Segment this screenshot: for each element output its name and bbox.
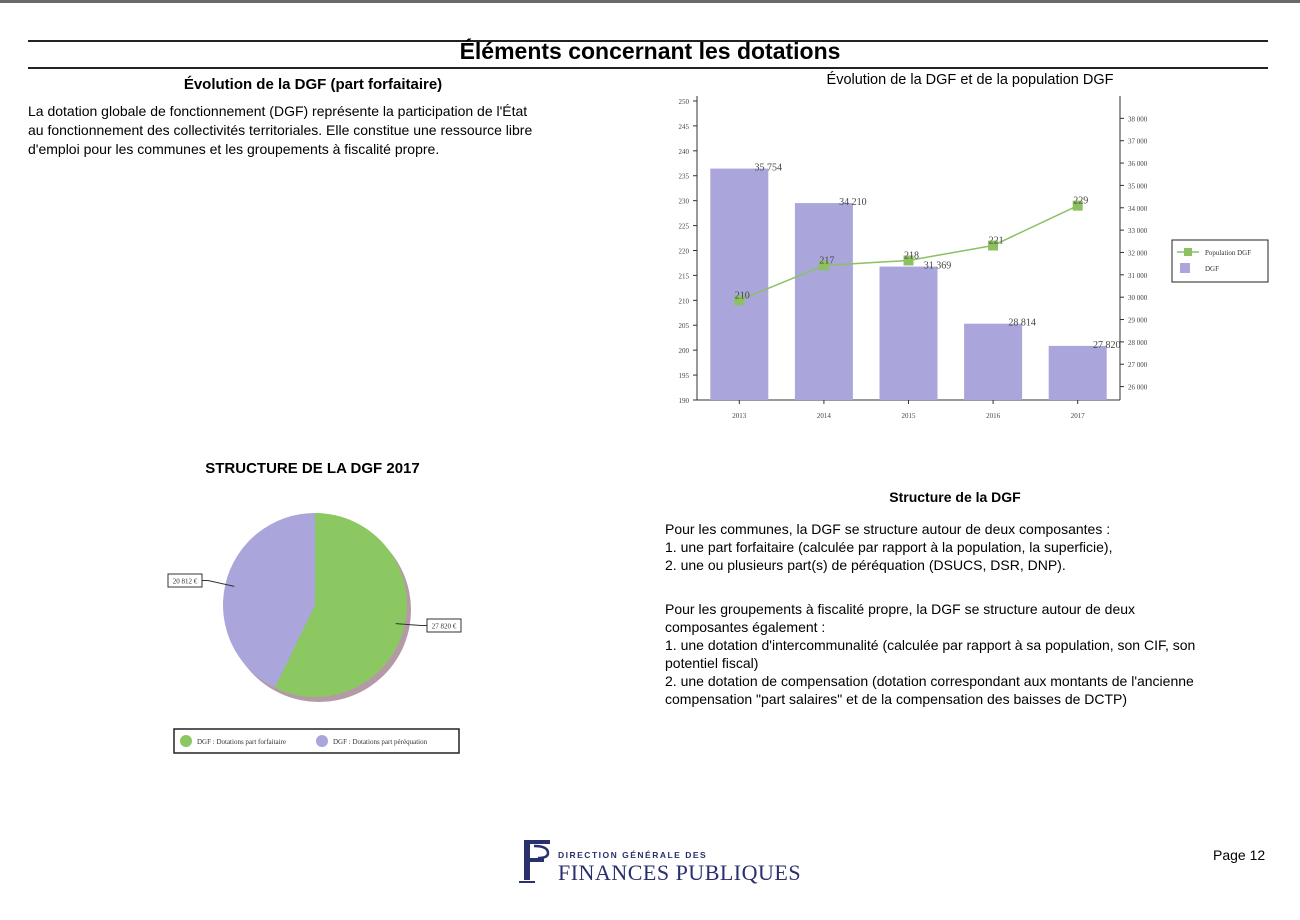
bar-data-label: 31 369 — [924, 261, 952, 272]
x-tick-label: 2015 — [902, 412, 917, 420]
dgf-evolution-heading: Évolution de la DGF (part forfaitaire) — [183, 76, 443, 93]
legend-label: Population DGF — [1205, 249, 1251, 257]
dgf-bar — [879, 266, 938, 400]
right-tick-label: 30 000 — [1128, 294, 1148, 302]
right-tick-label: 35 000 — [1128, 182, 1148, 190]
line-data-label: 217 — [819, 255, 834, 266]
paragraph-line: 2. une ou plusieurs part(s) de péréquati… — [665, 557, 1066, 573]
legend-marker-swatch — [1184, 248, 1192, 256]
paragraph-line: 2. une dotation de compensation (dotatio… — [665, 673, 1194, 689]
dgf-structure-pie-chart: 27 820 € 20 812 € DGF : Dotations part for… — [167, 513, 462, 754]
pie-legend: DGF : Dotations part forfaitaire DGF : Do… — [173, 728, 460, 754]
pie-label-box — [426, 618, 462, 633]
paragraph-line: 1. une dotation d'intercommunalité (calc… — [665, 637, 1196, 653]
population-marker — [1072, 200, 1083, 211]
dgf-bar — [710, 168, 769, 400]
pie-label-leader — [202, 580, 235, 587]
bar-data-label: 35 754 — [755, 163, 783, 174]
left-tick-label: 245 — [679, 123, 690, 131]
legend-label: DGF — [1205, 265, 1219, 273]
legend-swatch-purple — [316, 735, 328, 747]
right-tick-label: 37 000 — [1128, 138, 1148, 146]
paragraph-line: Pour les communes, la DGF se structure a… — [665, 521, 1111, 537]
groupements-paragraph: Pour les groupements à fiscalité propre,… — [665, 600, 1265, 708]
page-title: Éléments concernant les dotations — [459, 38, 841, 64]
left-tick-label: 235 — [679, 173, 690, 181]
x-tick-label: 2017 — [1071, 412, 1086, 420]
paragraph-line: composantes également : — [665, 619, 826, 635]
dgfip-logo — [519, 840, 550, 883]
right-tick-label: 28 000 — [1128, 339, 1148, 347]
paragraph-line: 1. une part forfaitaire (calculée par ra… — [665, 539, 1113, 555]
dgf-bar — [964, 323, 1023, 400]
right-tick-label: 36 000 — [1128, 160, 1148, 168]
pie-slice — [274, 513, 407, 698]
left-tick-label: 210 — [679, 297, 690, 305]
line-data-label: 229 — [1073, 196, 1088, 207]
right-tick-label: 31 000 — [1128, 272, 1148, 280]
paragraph-line: potentiel fiscal) — [665, 655, 759, 671]
bar-data-label: 28 814 — [1008, 318, 1036, 329]
left-tick-label: 250 — [679, 98, 690, 106]
left-tick-label: 205 — [679, 322, 690, 330]
left-tick-label: 230 — [679, 198, 690, 206]
line-data-label: 221 — [989, 236, 1004, 247]
right-tick-label: 32 000 — [1128, 249, 1148, 257]
legend-swatch-green — [180, 735, 192, 747]
right-tick-label: 27 000 — [1128, 361, 1148, 369]
x-tick-label: 2014 — [817, 412, 832, 420]
population-marker — [903, 255, 914, 266]
legend-bar-swatch — [1180, 263, 1190, 273]
title-rule-bottom — [28, 67, 1268, 69]
dgf-bar — [1048, 345, 1107, 400]
left-tick-label: 215 — [679, 272, 690, 280]
pie-data-label: 27 820 € — [432, 623, 457, 631]
population-marker — [734, 295, 745, 306]
line-data-label: 210 — [735, 290, 750, 301]
paragraph-line: Pour les groupements à fiscalité propre,… — [665, 601, 1136, 617]
dgf-population-chart: 190 195 200 205 210 215 220 225 230 235 240 245 250 2… — [679, 96, 1269, 420]
combo-legend: Population DGF DGF — [1171, 239, 1269, 283]
x-tick-label: 2013 — [732, 412, 747, 420]
logo-line-direction: DIRECTION GÉNÉRALE DES — [558, 850, 708, 860]
dgf-bar — [794, 203, 853, 400]
pie-data-label: 20 812 € — [173, 578, 198, 586]
dgf-intro-paragraph: La dotation globale de fonctionnement (D… — [28, 102, 608, 159]
bar-data-label: 27 820 — [1093, 340, 1121, 351]
bar-data-label: 34 210 — [839, 197, 867, 208]
logo-line-finances: FINANCES PUBLIQUES — [558, 860, 802, 885]
left-tick-label: 200 — [679, 347, 690, 355]
population-marker — [988, 240, 999, 251]
left-tick-label: 225 — [679, 223, 690, 231]
combo-chart-title: Évolution de la DGF et de la population … — [826, 72, 1114, 88]
right-tick-label: 34 000 — [1128, 205, 1148, 213]
paragraph-line: d'emploi pour les communes et les groupe… — [28, 141, 440, 157]
pie-label-box — [167, 573, 203, 588]
line-data-label: 218 — [904, 250, 919, 261]
left-tick-label: 220 — [679, 247, 690, 255]
left-tick-label: 195 — [679, 372, 690, 380]
left-tick-label: 190 — [679, 397, 690, 405]
pie-slice — [223, 513, 315, 688]
paragraph-line: au fonctionnement des collectivités terr… — [28, 122, 533, 138]
population-marker — [818, 260, 829, 271]
x-tick-label: 2016 — [986, 412, 1001, 420]
right-tick-label: 26 000 — [1128, 384, 1148, 392]
right-tick-label: 33 000 — [1128, 227, 1148, 235]
dgf-structure-heading: Structure de la DGF — [889, 489, 1021, 505]
legend-label: DGF : Dotations part péréquation — [333, 738, 428, 746]
communes-paragraph: Pour les communes, la DGF se structure a… — [665, 520, 1265, 574]
paragraph-line: compensation "part salaires" et de la co… — [665, 691, 1128, 707]
pie-chart-title: STRUCTURE DE LA DGF 2017 — [205, 460, 420, 477]
paragraph-line: La dotation globale de fonctionnement (D… — [28, 103, 528, 119]
legend-box — [1171, 239, 1269, 283]
right-tick-label: 38 000 — [1128, 115, 1148, 123]
page-number: Page 12 — [1213, 847, 1266, 863]
legend-label: DGF : Dotations part forfaitaire — [197, 738, 286, 746]
title-rule-top — [28, 40, 1268, 42]
scan-top-edge — [0, 0, 1300, 3]
right-tick-label: 29 000 — [1128, 317, 1148, 325]
pie-label-leader — [395, 623, 427, 626]
left-tick-label: 240 — [679, 148, 690, 156]
